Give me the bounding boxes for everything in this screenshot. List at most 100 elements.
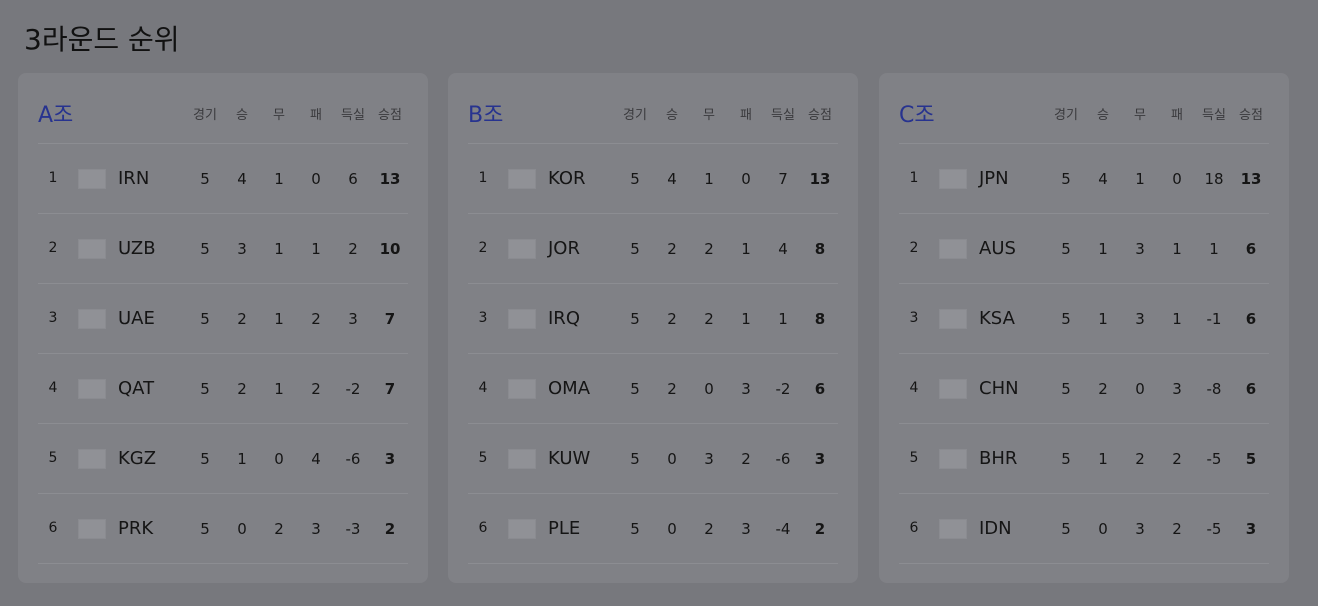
column-header: 득실 (1202, 108, 1226, 123)
flag-icon (78, 379, 106, 399)
group-name: B조 (468, 103, 504, 128)
divider (468, 353, 838, 354)
stat: 3 (1135, 310, 1145, 328)
divider (468, 283, 838, 284)
team-code: CHN (979, 378, 1019, 399)
team-code: AUS (979, 238, 1016, 259)
divider (899, 563, 1269, 564)
stat: 0 (667, 450, 677, 468)
divider (468, 143, 838, 144)
stat: 2 (237, 380, 247, 398)
stat: 5 (1061, 310, 1071, 328)
stat: 1 (741, 310, 751, 328)
column-header: 무 (273, 108, 285, 123)
stat: 3 (237, 240, 247, 258)
team-code: KGZ (118, 448, 157, 469)
stat: 5 (200, 170, 210, 188)
team-code: KSA (979, 308, 1015, 329)
group-card: C조 경기 승 무 패 득실 승점 1 JPN 5 4 1 0 18 13 2 AUS 5 1 3 1 1 6 3 KSA 5 1 3… (879, 73, 1289, 583)
stat: 2 (311, 310, 321, 328)
stat: 3 (1135, 240, 1145, 258)
stat: 2 (814, 520, 826, 538)
stat: -5 (1206, 520, 1222, 538)
stat: 0 (1098, 520, 1108, 538)
divider (899, 423, 1269, 424)
stat: 0 (741, 170, 751, 188)
column-header: 승 (1097, 108, 1109, 123)
team-code: UZB (118, 238, 156, 259)
stat: 1 (704, 170, 714, 188)
stat: 8 (814, 240, 826, 258)
rank: 2 (909, 240, 919, 256)
column-header: 승 (666, 108, 678, 123)
stat: 13 (809, 170, 831, 188)
rank: 1 (48, 170, 58, 186)
divider (38, 143, 408, 144)
stat: 7 (384, 380, 396, 398)
rank: 4 (48, 380, 58, 396)
team-code: IRQ (548, 308, 580, 329)
stat: -8 (1206, 380, 1222, 398)
divider (468, 493, 838, 494)
team-code: PLE (548, 518, 581, 539)
stat: 1 (1098, 310, 1108, 328)
flag-icon (78, 519, 106, 539)
stat: -3 (345, 520, 361, 538)
flag-icon (939, 169, 967, 189)
stat: 5 (630, 380, 640, 398)
stat: 2 (1098, 380, 1108, 398)
rank: 5 (909, 450, 919, 466)
stat: 2 (274, 520, 284, 538)
flag-icon (508, 379, 536, 399)
stat: -4 (775, 520, 791, 538)
team-code: KUW (548, 448, 591, 469)
stat: 1 (778, 310, 788, 328)
stat: -6 (775, 450, 791, 468)
stat: 1 (274, 310, 284, 328)
column-header: 승점 (378, 108, 402, 123)
rank: 6 (909, 520, 919, 536)
flag-icon (78, 239, 106, 259)
stat: 1 (1098, 240, 1108, 258)
stat: 5 (1061, 380, 1071, 398)
stat: 6 (1245, 310, 1257, 328)
stat: 2 (1172, 450, 1182, 468)
stat: 8 (814, 310, 826, 328)
column-header: 패 (740, 108, 752, 123)
divider (899, 213, 1269, 214)
flag-icon (508, 239, 536, 259)
stat: 3 (1172, 380, 1182, 398)
rank: 6 (48, 520, 58, 536)
column-header: 승 (236, 108, 248, 123)
flag-icon (508, 519, 536, 539)
stat: 2 (667, 240, 677, 258)
rank: 6 (478, 520, 488, 536)
stat: -2 (775, 380, 791, 398)
stat: 1 (1098, 450, 1108, 468)
stat: 4 (778, 240, 788, 258)
stat: 1 (1209, 240, 1219, 258)
flag-icon (939, 239, 967, 259)
stat: 0 (274, 450, 284, 468)
rank: 5 (478, 450, 488, 466)
stat: 1 (237, 450, 247, 468)
stat: 1 (311, 240, 321, 258)
stat: 1 (1172, 240, 1182, 258)
stat: 2 (704, 310, 714, 328)
group-name: C조 (899, 103, 935, 128)
stat: 0 (704, 380, 714, 398)
divider (468, 213, 838, 214)
rank: 2 (48, 240, 58, 256)
stat: 1 (274, 240, 284, 258)
stat: 3 (741, 520, 751, 538)
stat: 5 (1061, 240, 1071, 258)
column-header: 경기 (623, 108, 647, 123)
rank: 1 (909, 170, 919, 186)
rank: 3 (478, 310, 488, 326)
rank: 2 (478, 240, 488, 256)
stat: 3 (384, 450, 396, 468)
stat: 5 (630, 240, 640, 258)
stat: 1 (1172, 310, 1182, 328)
stat: 3 (1245, 520, 1257, 538)
column-header: 경기 (193, 108, 217, 123)
